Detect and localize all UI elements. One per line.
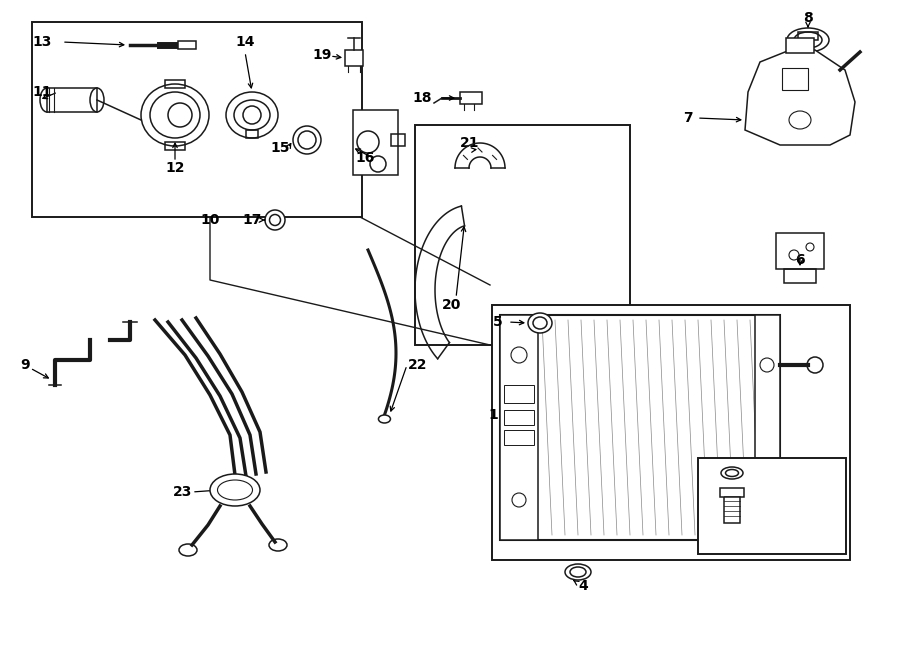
Text: 18: 18	[412, 91, 432, 105]
Text: 12: 12	[166, 161, 184, 175]
Ellipse shape	[210, 474, 260, 506]
Text: 23: 23	[173, 485, 192, 499]
Ellipse shape	[721, 467, 743, 479]
Bar	[492, 305, 850, 560]
Bar	[720, 488, 744, 497]
Bar	[776, 233, 824, 269]
Text: 21: 21	[460, 136, 480, 150]
Text: 22: 22	[408, 358, 427, 372]
Bar	[504, 430, 534, 445]
Bar	[47, 88, 97, 112]
Bar	[460, 92, 482, 104]
Text: 9: 9	[20, 358, 30, 372]
Text: 13: 13	[32, 35, 51, 49]
Text: 14: 14	[235, 35, 255, 49]
Ellipse shape	[787, 28, 829, 52]
Ellipse shape	[265, 210, 285, 230]
Bar	[504, 385, 534, 403]
Bar	[353, 110, 398, 175]
Bar	[798, 32, 818, 40]
Text: 7: 7	[683, 111, 693, 125]
Bar	[500, 315, 538, 540]
Text: 3: 3	[768, 466, 778, 480]
Text: 15: 15	[271, 141, 290, 155]
Bar	[32, 22, 362, 217]
Bar	[698, 458, 846, 554]
Ellipse shape	[226, 92, 278, 138]
Ellipse shape	[528, 313, 552, 333]
Bar	[724, 495, 740, 523]
Text: 10: 10	[201, 213, 220, 227]
Ellipse shape	[293, 126, 321, 154]
Ellipse shape	[565, 564, 591, 580]
Bar	[178, 41, 196, 49]
Text: 2: 2	[768, 503, 778, 517]
Bar	[500, 315, 780, 540]
Ellipse shape	[379, 415, 391, 423]
Text: 20: 20	[442, 298, 462, 312]
Bar	[391, 134, 405, 146]
Bar	[165, 80, 185, 88]
Bar	[504, 410, 534, 425]
Bar	[415, 125, 630, 345]
Text: 4: 4	[578, 579, 588, 593]
Text: 1: 1	[488, 408, 498, 422]
Text: 16: 16	[356, 151, 375, 165]
Polygon shape	[745, 50, 855, 145]
Bar	[786, 38, 814, 53]
Bar	[784, 269, 816, 283]
Bar	[755, 315, 780, 540]
Bar	[345, 50, 363, 66]
Bar	[246, 130, 258, 138]
Text: 19: 19	[312, 48, 332, 62]
Text: 17: 17	[242, 213, 262, 227]
Bar	[165, 142, 185, 150]
Text: 6: 6	[796, 253, 805, 267]
Bar	[782, 68, 808, 90]
Text: 5: 5	[493, 315, 503, 329]
Ellipse shape	[141, 84, 209, 146]
Text: 11: 11	[32, 85, 52, 99]
Text: 8: 8	[803, 11, 813, 25]
